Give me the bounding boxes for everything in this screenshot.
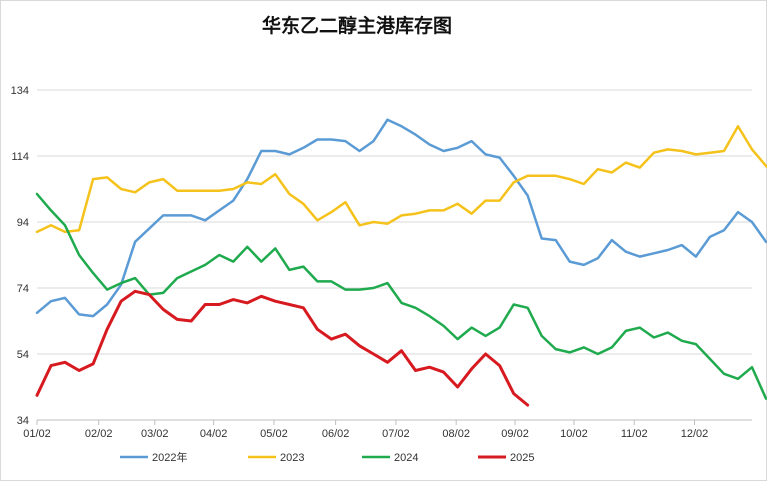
x-tick-label: 05/02 — [260, 428, 288, 440]
series-lines — [35, 118, 767, 407]
legend-label: 2025 — [510, 452, 534, 464]
x-tick-label: 07/02 — [382, 428, 410, 440]
series-line-3 — [35, 192, 767, 400]
legend-label: 2022年 — [152, 450, 187, 464]
y-tick-label: 74 — [17, 283, 29, 295]
legend: 2022年 2023 2024 2025 — [120, 450, 534, 464]
legend-label: 2023 — [280, 452, 304, 464]
y-tick-label: 54 — [17, 349, 29, 361]
series-line-2 — [35, 125, 767, 234]
x-tick-label: 02/02 — [85, 428, 113, 440]
chart-title: 华东乙二醇主港库存图 — [262, 14, 452, 37]
x-axis: 01/02 02/02 03/02 04/02 05/02 06/02 07/02 08/02… — [23, 419, 752, 440]
y-tick-label: 134 — [11, 85, 29, 97]
x-tick-label: 01/02 — [23, 428, 51, 440]
x-tick-label: 12/02 — [681, 428, 709, 440]
series-line-4 — [35, 289, 530, 407]
y-tick-label: 34 — [17, 415, 29, 427]
x-tick-label: 03/02 — [141, 428, 169, 440]
y-axis: 34 54 74 94 114 134 — [11, 85, 29, 427]
series-line-1 — [35, 118, 767, 318]
x-tick-label: 10/02 — [560, 428, 588, 440]
x-tick-label: 08/02 — [442, 428, 470, 440]
x-tick-label: 04/02 — [200, 428, 228, 440]
x-tick-label: 11/02 — [621, 428, 648, 440]
y-tick-label: 114 — [11, 151, 29, 163]
y-tick-label: 94 — [17, 217, 29, 229]
x-tick-label: 06/02 — [322, 428, 350, 440]
legend-label: 2024 — [394, 452, 418, 464]
x-tick-label: 09/02 — [501, 428, 529, 440]
